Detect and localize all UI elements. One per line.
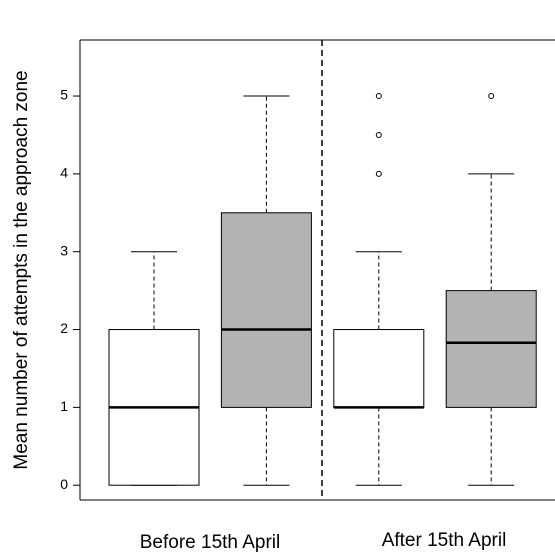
y-tick-label: 1 xyxy=(60,398,68,414)
outlier xyxy=(375,170,382,177)
group-label: After 15th April xyxy=(382,530,507,551)
outlier xyxy=(375,131,382,138)
y-tick-label: 4 xyxy=(60,165,68,181)
y-tick-label: 5 xyxy=(60,87,68,103)
box xyxy=(333,329,425,408)
box xyxy=(220,212,312,408)
box xyxy=(445,290,537,408)
outlier xyxy=(488,93,495,100)
y-tick-label: 0 xyxy=(60,476,68,492)
y-axis-label: Mean number of attempts in the approach … xyxy=(11,70,32,469)
y-tick-label: 3 xyxy=(60,242,68,258)
group-label: Before 15th April xyxy=(140,532,280,553)
outlier xyxy=(375,93,382,100)
y-tick-label: 2 xyxy=(60,320,68,336)
